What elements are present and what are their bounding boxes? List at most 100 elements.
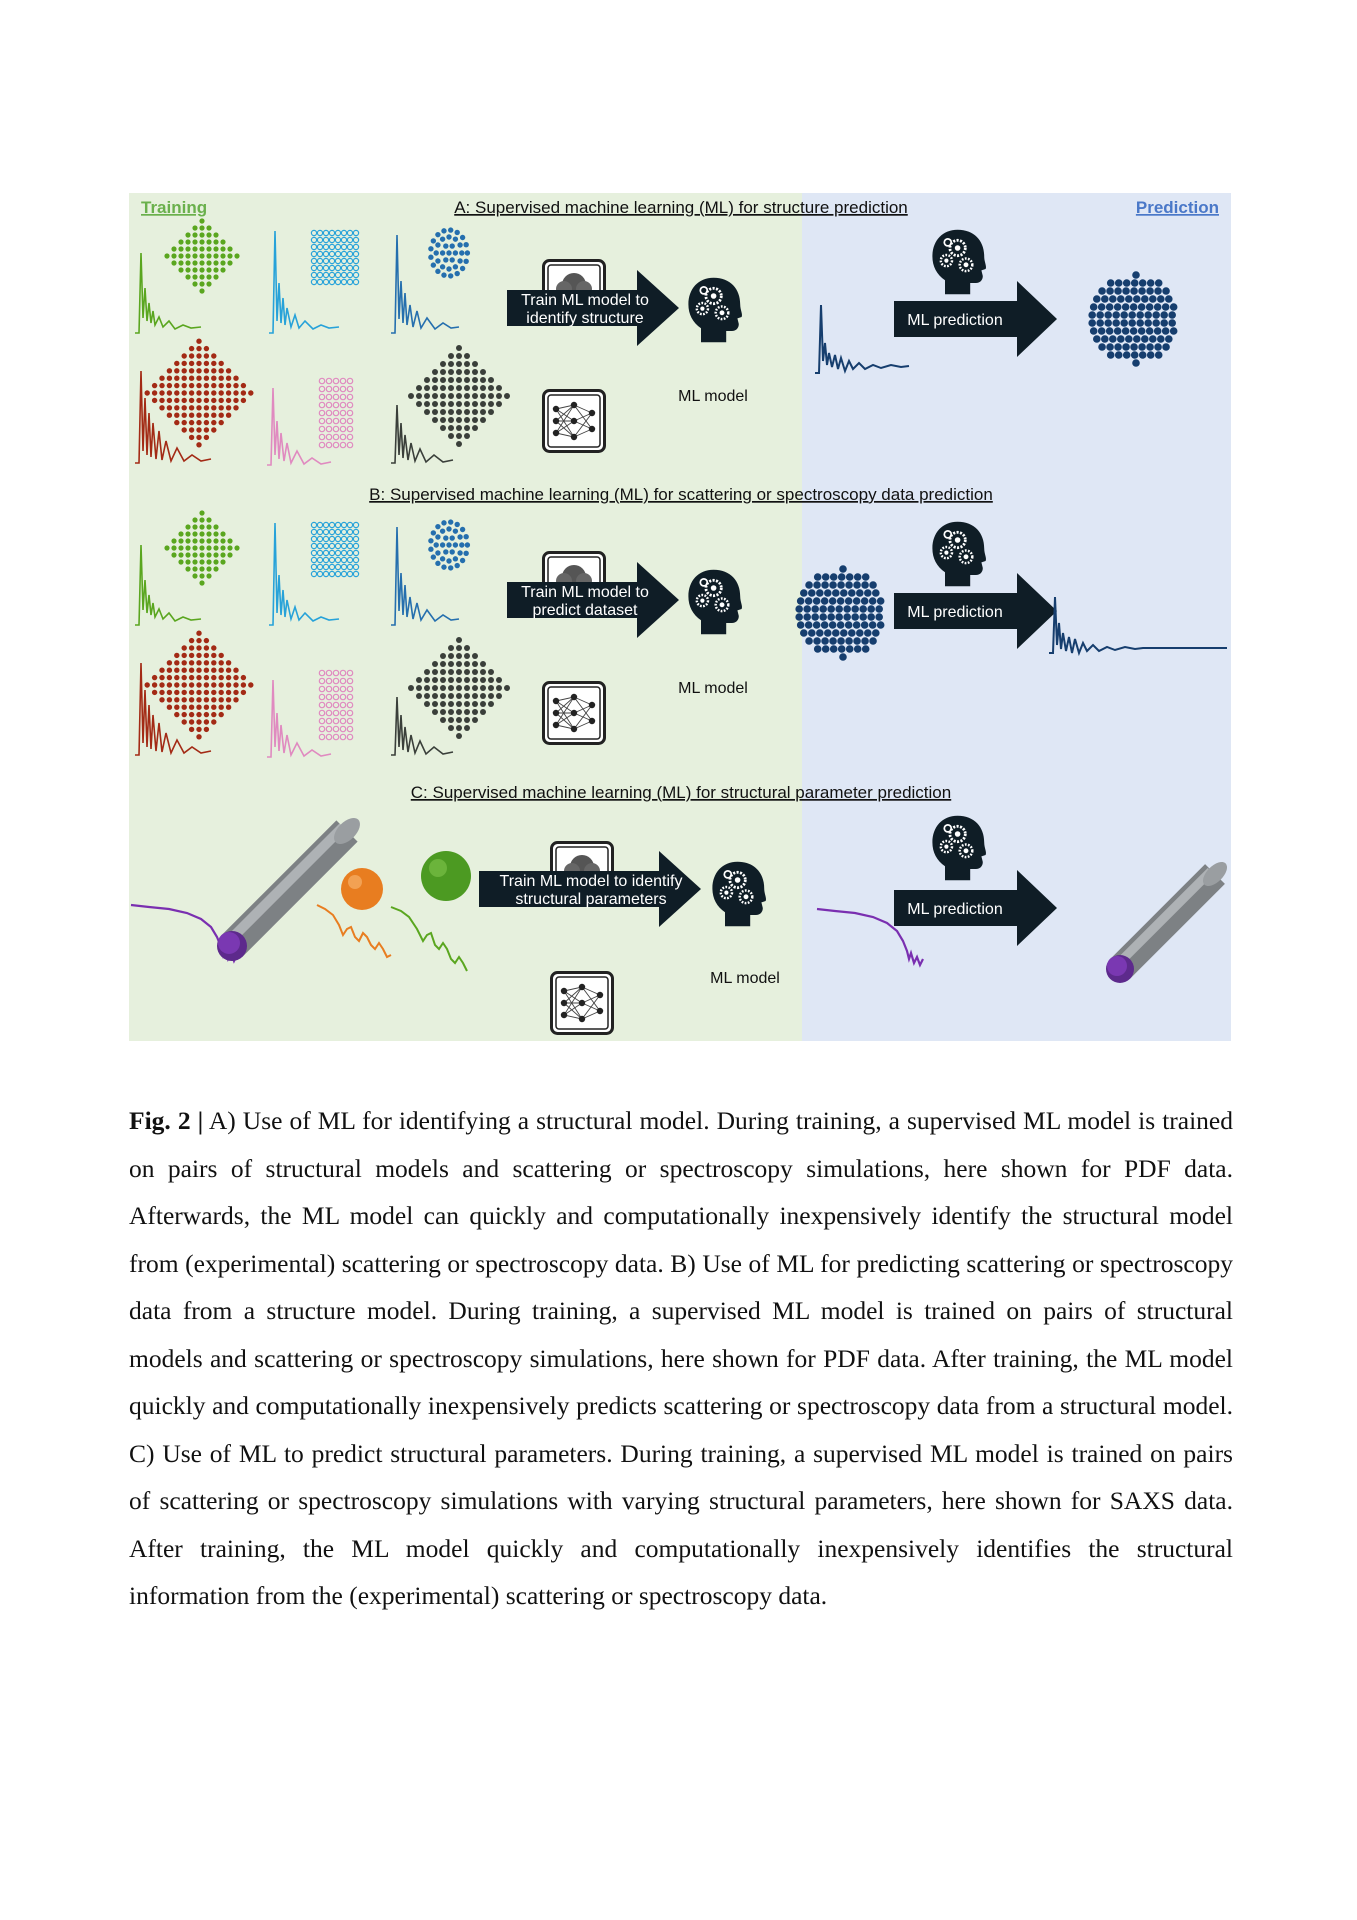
atom xyxy=(185,274,191,280)
atom xyxy=(318,693,326,701)
atom xyxy=(196,405,202,411)
atom xyxy=(218,711,224,718)
atom xyxy=(181,704,187,710)
atom xyxy=(334,250,342,258)
atom xyxy=(464,361,470,367)
atom xyxy=(456,385,462,391)
pdf-curve-pink xyxy=(267,679,332,758)
atom xyxy=(452,556,459,562)
train-arrow-a xyxy=(507,270,679,346)
atom xyxy=(192,246,198,252)
atom xyxy=(240,390,247,396)
atom xyxy=(188,689,195,696)
atom xyxy=(448,433,454,439)
atom xyxy=(192,573,198,579)
atom xyxy=(804,621,813,629)
atom xyxy=(869,581,877,589)
atom xyxy=(820,621,829,629)
atom xyxy=(463,258,469,265)
atom xyxy=(448,693,454,699)
atom xyxy=(151,397,158,404)
atom xyxy=(346,278,354,286)
atom xyxy=(457,550,463,556)
atom xyxy=(318,393,326,401)
panel-c-title: C: Supervised machine learning (ML) for … xyxy=(411,783,951,802)
atom xyxy=(322,521,330,529)
atom xyxy=(446,250,452,256)
atom xyxy=(456,733,462,739)
atom xyxy=(428,254,434,260)
atom xyxy=(334,257,342,265)
atom xyxy=(188,360,195,367)
atom xyxy=(346,725,354,733)
atom xyxy=(457,258,463,264)
atom xyxy=(203,419,210,426)
atom xyxy=(328,236,336,244)
atom xyxy=(178,253,184,259)
atom xyxy=(340,236,348,244)
atom xyxy=(1146,279,1155,287)
atom xyxy=(795,613,803,621)
atom xyxy=(334,528,342,536)
atom xyxy=(213,246,219,252)
atom xyxy=(218,660,224,666)
atom xyxy=(1105,327,1114,335)
atom xyxy=(440,369,446,375)
atom xyxy=(310,570,318,578)
atom xyxy=(213,559,219,565)
atom xyxy=(811,613,819,621)
atom xyxy=(1152,319,1160,327)
atom xyxy=(339,669,347,677)
atom xyxy=(1146,343,1154,351)
atom xyxy=(199,531,205,537)
atom xyxy=(174,697,180,703)
atom xyxy=(452,528,459,534)
atom xyxy=(325,685,333,693)
atom xyxy=(430,238,437,244)
atom xyxy=(196,345,202,352)
atom xyxy=(435,560,441,567)
atom xyxy=(875,605,883,613)
atom xyxy=(181,375,187,381)
atom xyxy=(325,385,333,393)
atom xyxy=(203,390,210,396)
atom xyxy=(225,390,232,396)
train-text-b-line1: Train ML model to xyxy=(521,584,649,601)
atom xyxy=(332,677,340,685)
lattice-light-blue xyxy=(310,521,360,578)
atom xyxy=(459,265,466,272)
atom xyxy=(233,375,239,381)
atom xyxy=(452,264,459,270)
atom xyxy=(310,271,318,279)
atom xyxy=(196,419,202,426)
atom xyxy=(178,246,184,252)
atom xyxy=(206,253,212,259)
atom xyxy=(853,645,862,653)
atom xyxy=(174,390,180,396)
atom xyxy=(192,260,198,266)
atom xyxy=(456,377,462,383)
atom xyxy=(853,581,861,589)
atom xyxy=(837,581,845,589)
atom xyxy=(332,693,340,701)
atom xyxy=(1133,295,1141,303)
atom xyxy=(339,685,347,693)
atom xyxy=(435,523,441,530)
pdf-curve-light-blue xyxy=(269,522,340,626)
atom xyxy=(480,701,486,707)
atom xyxy=(1117,335,1125,343)
atom xyxy=(1168,311,1176,319)
panel-b-training-data xyxy=(135,510,510,758)
atom xyxy=(472,701,478,707)
atom xyxy=(218,405,224,411)
atom xyxy=(339,417,347,425)
atom xyxy=(454,521,460,528)
atom xyxy=(804,597,813,605)
atom xyxy=(440,401,446,407)
atom xyxy=(325,401,333,409)
atom xyxy=(164,545,170,551)
atom xyxy=(1098,287,1106,295)
lattice-pink xyxy=(318,377,354,449)
atom xyxy=(456,725,462,731)
atom xyxy=(192,232,198,238)
